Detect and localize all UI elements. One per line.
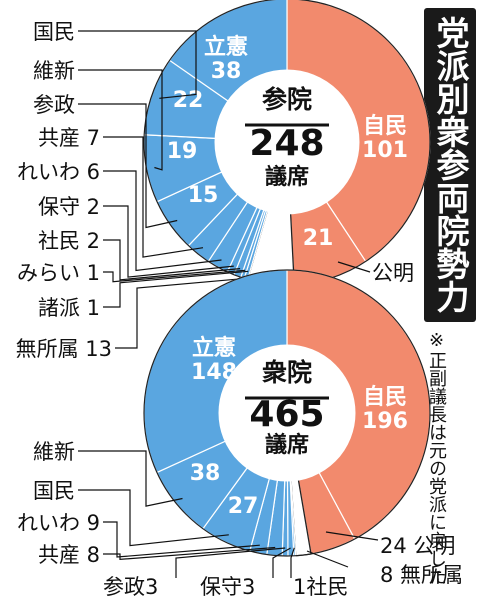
callout-label: 国民 (33, 20, 75, 44)
callout-label: 共産 7 (38, 126, 100, 150)
callout-label: れいわ 6 (17, 160, 100, 184)
callout-label: 1社民 (293, 575, 348, 599)
seat-total: 465 (249, 394, 324, 435)
callout-label: 諸派 1 (38, 296, 100, 320)
leader-line (103, 269, 246, 283)
callout-label: 8 無所属 (380, 563, 463, 587)
callout-label: 参政 (33, 93, 75, 117)
leader-line (115, 275, 272, 349)
slice-label: 15 (188, 183, 219, 208)
callout-label: 維新 (33, 440, 75, 464)
leader-line (325, 531, 379, 541)
slice-label: 38 (190, 461, 221, 486)
pie-center (214, 69, 360, 215)
pie-center (218, 344, 356, 482)
leader-line (103, 170, 222, 272)
callout-label: 無所属 13 (16, 337, 112, 361)
callout-label: みらい 1 (17, 261, 100, 285)
leader-line (103, 521, 260, 558)
leader-line (337, 261, 371, 273)
slice-label: 自民 196 (362, 384, 408, 434)
leader-line (78, 30, 197, 99)
slice-label: 立憲 38 (204, 34, 248, 84)
slice-label: 27 (228, 494, 259, 519)
leader-line (78, 69, 163, 171)
callout-label: 参政3 (103, 575, 158, 599)
leader-line (306, 550, 349, 568)
callout-label: 共産 8 (38, 543, 100, 567)
callout-label: 24 公明 (380, 534, 455, 558)
callout-label: 保守 2 (38, 195, 100, 219)
pie-outline (143, 269, 431, 557)
leader-line (103, 239, 241, 281)
callout-label: 国民 (33, 479, 75, 503)
chamber-name: 参院 (262, 85, 312, 114)
leader-line (78, 103, 178, 229)
leader-line (103, 546, 276, 561)
callout-label: 維新 (33, 59, 75, 83)
title-box: 党派別衆参両院勢力 (424, 8, 476, 322)
slice-label: 自民 101 (362, 113, 408, 163)
seat-unit: 議席 (265, 432, 309, 458)
callout-label: 社民 2 (38, 229, 100, 253)
seat-total: 248 (249, 123, 324, 164)
leader-line (272, 547, 291, 578)
slice-label: 19 (167, 139, 198, 164)
leader-line (78, 489, 229, 547)
leader-line (103, 270, 249, 308)
leader-line (103, 136, 204, 258)
seat-unit: 議席 (265, 164, 309, 190)
callout-label: 公明 (372, 261, 414, 285)
chart-title: 党派別衆参両院勢力 (431, 16, 470, 313)
slice-label: 22 (173, 88, 204, 113)
leader-line (78, 450, 183, 507)
callout-label: 保守3 (200, 575, 255, 599)
leader-line (290, 547, 295, 578)
chamber-name: 衆院 (262, 358, 312, 387)
slice-label: 立憲 148 (191, 335, 237, 385)
leader-line (175, 547, 286, 578)
footnote: ※正副議長は元の党派に戻した (426, 330, 447, 585)
leader-line (103, 205, 234, 278)
callout-label: れいわ 9 (17, 511, 100, 535)
slice-label: 21 (303, 226, 334, 251)
